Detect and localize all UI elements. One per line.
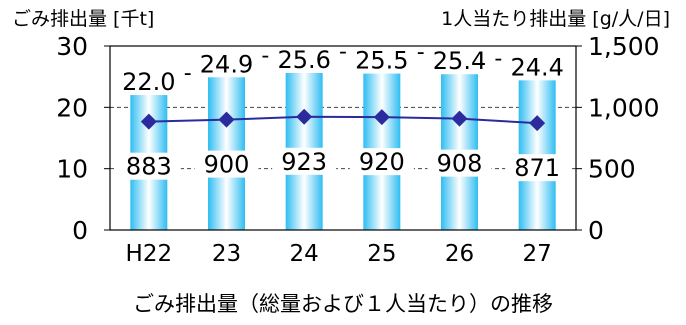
right-tick-labels: 0 500 1,000 1,500 — [588, 32, 660, 245]
y-right-tick-2: 1,000 — [588, 93, 660, 122]
y-right-tick-1: 500 — [588, 155, 636, 184]
line-label-1: 900 — [204, 151, 250, 179]
y-right-tick-0: 0 — [588, 216, 604, 245]
bar-label-dash-1: - — [184, 61, 192, 86]
line-label-bg-2 — [272, 147, 337, 175]
line-label-bg-3 — [349, 148, 414, 176]
bar-label-3: 25.5 — [355, 47, 408, 75]
line-label-bg-0 — [116, 152, 181, 180]
bar-label-dash-5: - — [494, 46, 502, 71]
line-label-5: 871 — [514, 154, 560, 182]
line-label-bg-5 — [505, 154, 570, 182]
line-point-0 — [140, 113, 157, 130]
chart: ごみ排出量 [千t] 1人当たり排出量 [g/人/日] 0 10 20 30 0 500… — [12, 8, 670, 267]
line-point-4 — [451, 110, 468, 127]
plot-frame — [109, 45, 577, 231]
bar-label-bg-4 — [435, 47, 484, 74]
line-label-bg-4 — [427, 149, 492, 177]
bar-label-0: 22.0 — [122, 68, 175, 96]
grid-lines — [110, 106, 576, 170]
x-tick-4: 26 — [445, 241, 474, 267]
line-point-5 — [529, 115, 546, 132]
bar-label-bg-5 — [513, 53, 562, 80]
y-left-axis-label: ごみ排出量 [千t] — [12, 8, 154, 30]
x-tick-0: H22 — [126, 241, 173, 267]
bar-label-dash-4: - — [417, 40, 425, 65]
axes — [104, 45, 582, 231]
bar-label-5: 24.4 — [510, 53, 563, 81]
bar-label-bg-2 — [280, 45, 329, 72]
line-label-4: 908 — [437, 150, 483, 178]
x-tick-labels: H22 23 24 25 26 27 — [126, 241, 552, 267]
line-point-3 — [373, 109, 390, 126]
y-right-tick-3: 1,500 — [588, 32, 660, 61]
y-left-tick-3: 30 — [56, 32, 88, 61]
bar-data-labels: 22.024.9 25.6 25.5 25.4 24.4-- - - - — [122, 40, 564, 96]
line-label-3: 920 — [359, 148, 405, 176]
line-path — [148, 115, 538, 125]
per-capita-line — [140, 108, 546, 132]
x-tick-3: 25 — [367, 241, 396, 267]
bar-label-dash-2: - — [261, 43, 269, 68]
x-tick-2: 24 — [290, 241, 319, 267]
bar-label-4: 25.4 — [433, 47, 486, 75]
line-point-2 — [296, 108, 313, 125]
left-tick-labels: 0 10 20 30 — [56, 32, 88, 245]
bars — [130, 72, 556, 230]
bar-label-2: 25.6 — [277, 46, 330, 74]
y-right-axis-label: 1人当たり排出量 [g/人/日] — [441, 8, 670, 30]
line-point-1 — [218, 111, 235, 128]
chart-caption: ごみ排出量（総量および１人当たり）の推移 — [133, 292, 553, 316]
y-left-tick-1: 10 — [56, 155, 88, 184]
bar-label-dash-3: - — [339, 40, 347, 65]
y-left-tick-2: 20 — [56, 93, 88, 122]
line-label-0: 883 — [126, 153, 172, 181]
bar-label-bg-3 — [357, 46, 406, 73]
bar-label-1: 24.9 — [200, 50, 253, 78]
line-label-2: 923 — [281, 148, 327, 176]
x-tick-5: 27 — [523, 241, 552, 267]
x-tick-1: 23 — [212, 241, 241, 267]
bar-label-bg-1 — [202, 50, 251, 77]
line-label-bg-1 — [194, 150, 259, 178]
y-left-tick-0: 0 — [72, 216, 88, 245]
line-data-labels: 883 900 923 920 908 871 — [116, 147, 570, 182]
bar-label-bg-0 — [124, 68, 173, 95]
